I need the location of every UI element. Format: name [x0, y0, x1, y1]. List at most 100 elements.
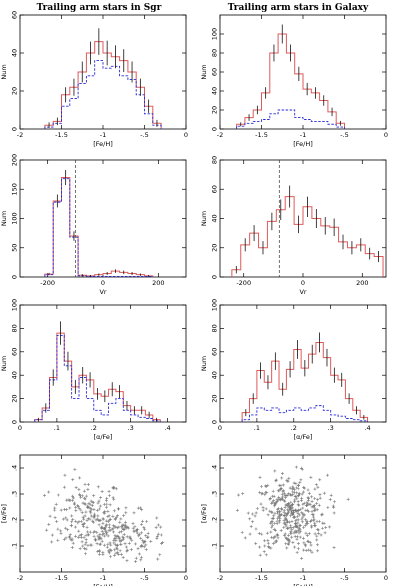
scatter-point [114, 539, 118, 543]
scatter-point [264, 484, 268, 488]
y-tick-label: 50 [10, 244, 18, 252]
x-tick-label: 0 [184, 131, 188, 139]
scatter-point [83, 542, 87, 546]
scatter-point [298, 524, 302, 528]
scatter-point [80, 511, 84, 515]
scatter-point [243, 536, 247, 540]
scatter-point [70, 520, 74, 524]
scatter-point [310, 524, 314, 528]
scatter-point [124, 506, 128, 510]
scatter-point [80, 540, 84, 544]
scatter-point [102, 532, 106, 536]
scatter-point [264, 553, 268, 557]
scatter-point [304, 544, 308, 548]
scatter-point [283, 532, 287, 536]
scatter-point [290, 511, 294, 515]
scatter-point [296, 503, 300, 507]
scatter-point [117, 530, 121, 534]
scatter-point [263, 493, 267, 497]
scatter-point [77, 535, 81, 539]
y-tick-label: 20 [10, 87, 18, 95]
scatter-point [297, 528, 301, 532]
x-tick-label: -2 [17, 131, 23, 139]
scatter-point [302, 541, 306, 545]
scatter-point [270, 525, 274, 529]
scatter-point [271, 542, 275, 546]
y-tick-label: 80 [210, 324, 218, 332]
scatter-point [155, 536, 159, 540]
scatter-point [298, 507, 302, 511]
y-tick-label: 80 [10, 324, 18, 332]
scatter-point [287, 538, 291, 542]
scatter-point [295, 551, 299, 555]
x-tick-label: .1 [54, 424, 60, 432]
scatter-point [273, 528, 277, 532]
scatter-point [118, 520, 122, 524]
column-title-galaxy: Trailing arm stars in Galaxy [228, 3, 369, 13]
scatter-point [271, 489, 275, 493]
scatter-point [303, 524, 307, 528]
scatter-point [99, 542, 103, 546]
scatter-point [316, 549, 320, 553]
scatter-point [249, 525, 253, 529]
scatter-point [313, 521, 317, 525]
plot-frame [219, 304, 387, 423]
scatter-point [284, 494, 288, 498]
panel-gal-scatter: -2 -1.5 -1 -.5 0 .1 .2 .3 .4 [Fe/H] [α/Fe] [200, 454, 388, 586]
scatter-point [86, 517, 90, 521]
scatter-point [73, 467, 77, 471]
scatter-point [92, 516, 96, 520]
x-tick-label: -2 [217, 131, 223, 139]
y-tick-label: 60 [210, 348, 218, 356]
scatter-point [63, 473, 67, 477]
scatter-point [258, 475, 262, 479]
scatter-point [264, 484, 268, 488]
scatter-point [122, 533, 126, 537]
scatter-point [145, 520, 149, 524]
scatter-point [146, 531, 150, 535]
scatter-point [116, 547, 120, 551]
x-tick-label: -2 [17, 574, 23, 582]
y-tick-label: 0 [210, 275, 218, 279]
plot-frame [19, 159, 187, 278]
scatter-point [109, 543, 113, 547]
scatter-point [93, 537, 97, 541]
scatter-point [158, 553, 162, 557]
scatter-point [259, 502, 263, 506]
scatter-point [313, 524, 317, 528]
scatter-point [309, 520, 313, 524]
scatter-point [71, 541, 75, 545]
y-tick-label: 20 [10, 394, 18, 402]
scatter-point [295, 537, 299, 541]
scatter-point [79, 535, 83, 539]
scatter-point [68, 535, 72, 539]
scatter-point [292, 481, 296, 485]
scatter-point [125, 549, 129, 553]
scatter-point [293, 522, 297, 526]
scatter-point [79, 495, 83, 499]
scatter-point [68, 506, 72, 510]
scatter-point [297, 513, 301, 517]
scatter-point [268, 497, 272, 501]
scatter-point [90, 543, 94, 547]
scatter-point [96, 501, 100, 505]
scatter-point [270, 510, 274, 514]
scatter-point [112, 509, 116, 513]
scatter-point [306, 522, 310, 526]
scatter-point [332, 511, 336, 515]
scatter-point [121, 535, 125, 539]
scatter-point [275, 532, 279, 536]
scatter-point [107, 489, 111, 493]
scatter-point [74, 505, 78, 509]
y-axis-label: Num [0, 64, 8, 79]
y-tick-label: 100 [10, 212, 18, 224]
scatter-point [142, 526, 146, 530]
y-tick-label: 40 [210, 371, 218, 379]
x-tick-label: -1 [100, 131, 106, 139]
scatter-point [304, 531, 308, 535]
scatter-point [282, 533, 286, 537]
plot-area [235, 465, 350, 560]
x-axis-label: [α/Fe] [94, 433, 113, 441]
scatter-point [295, 535, 299, 539]
scatter-point [286, 502, 290, 506]
